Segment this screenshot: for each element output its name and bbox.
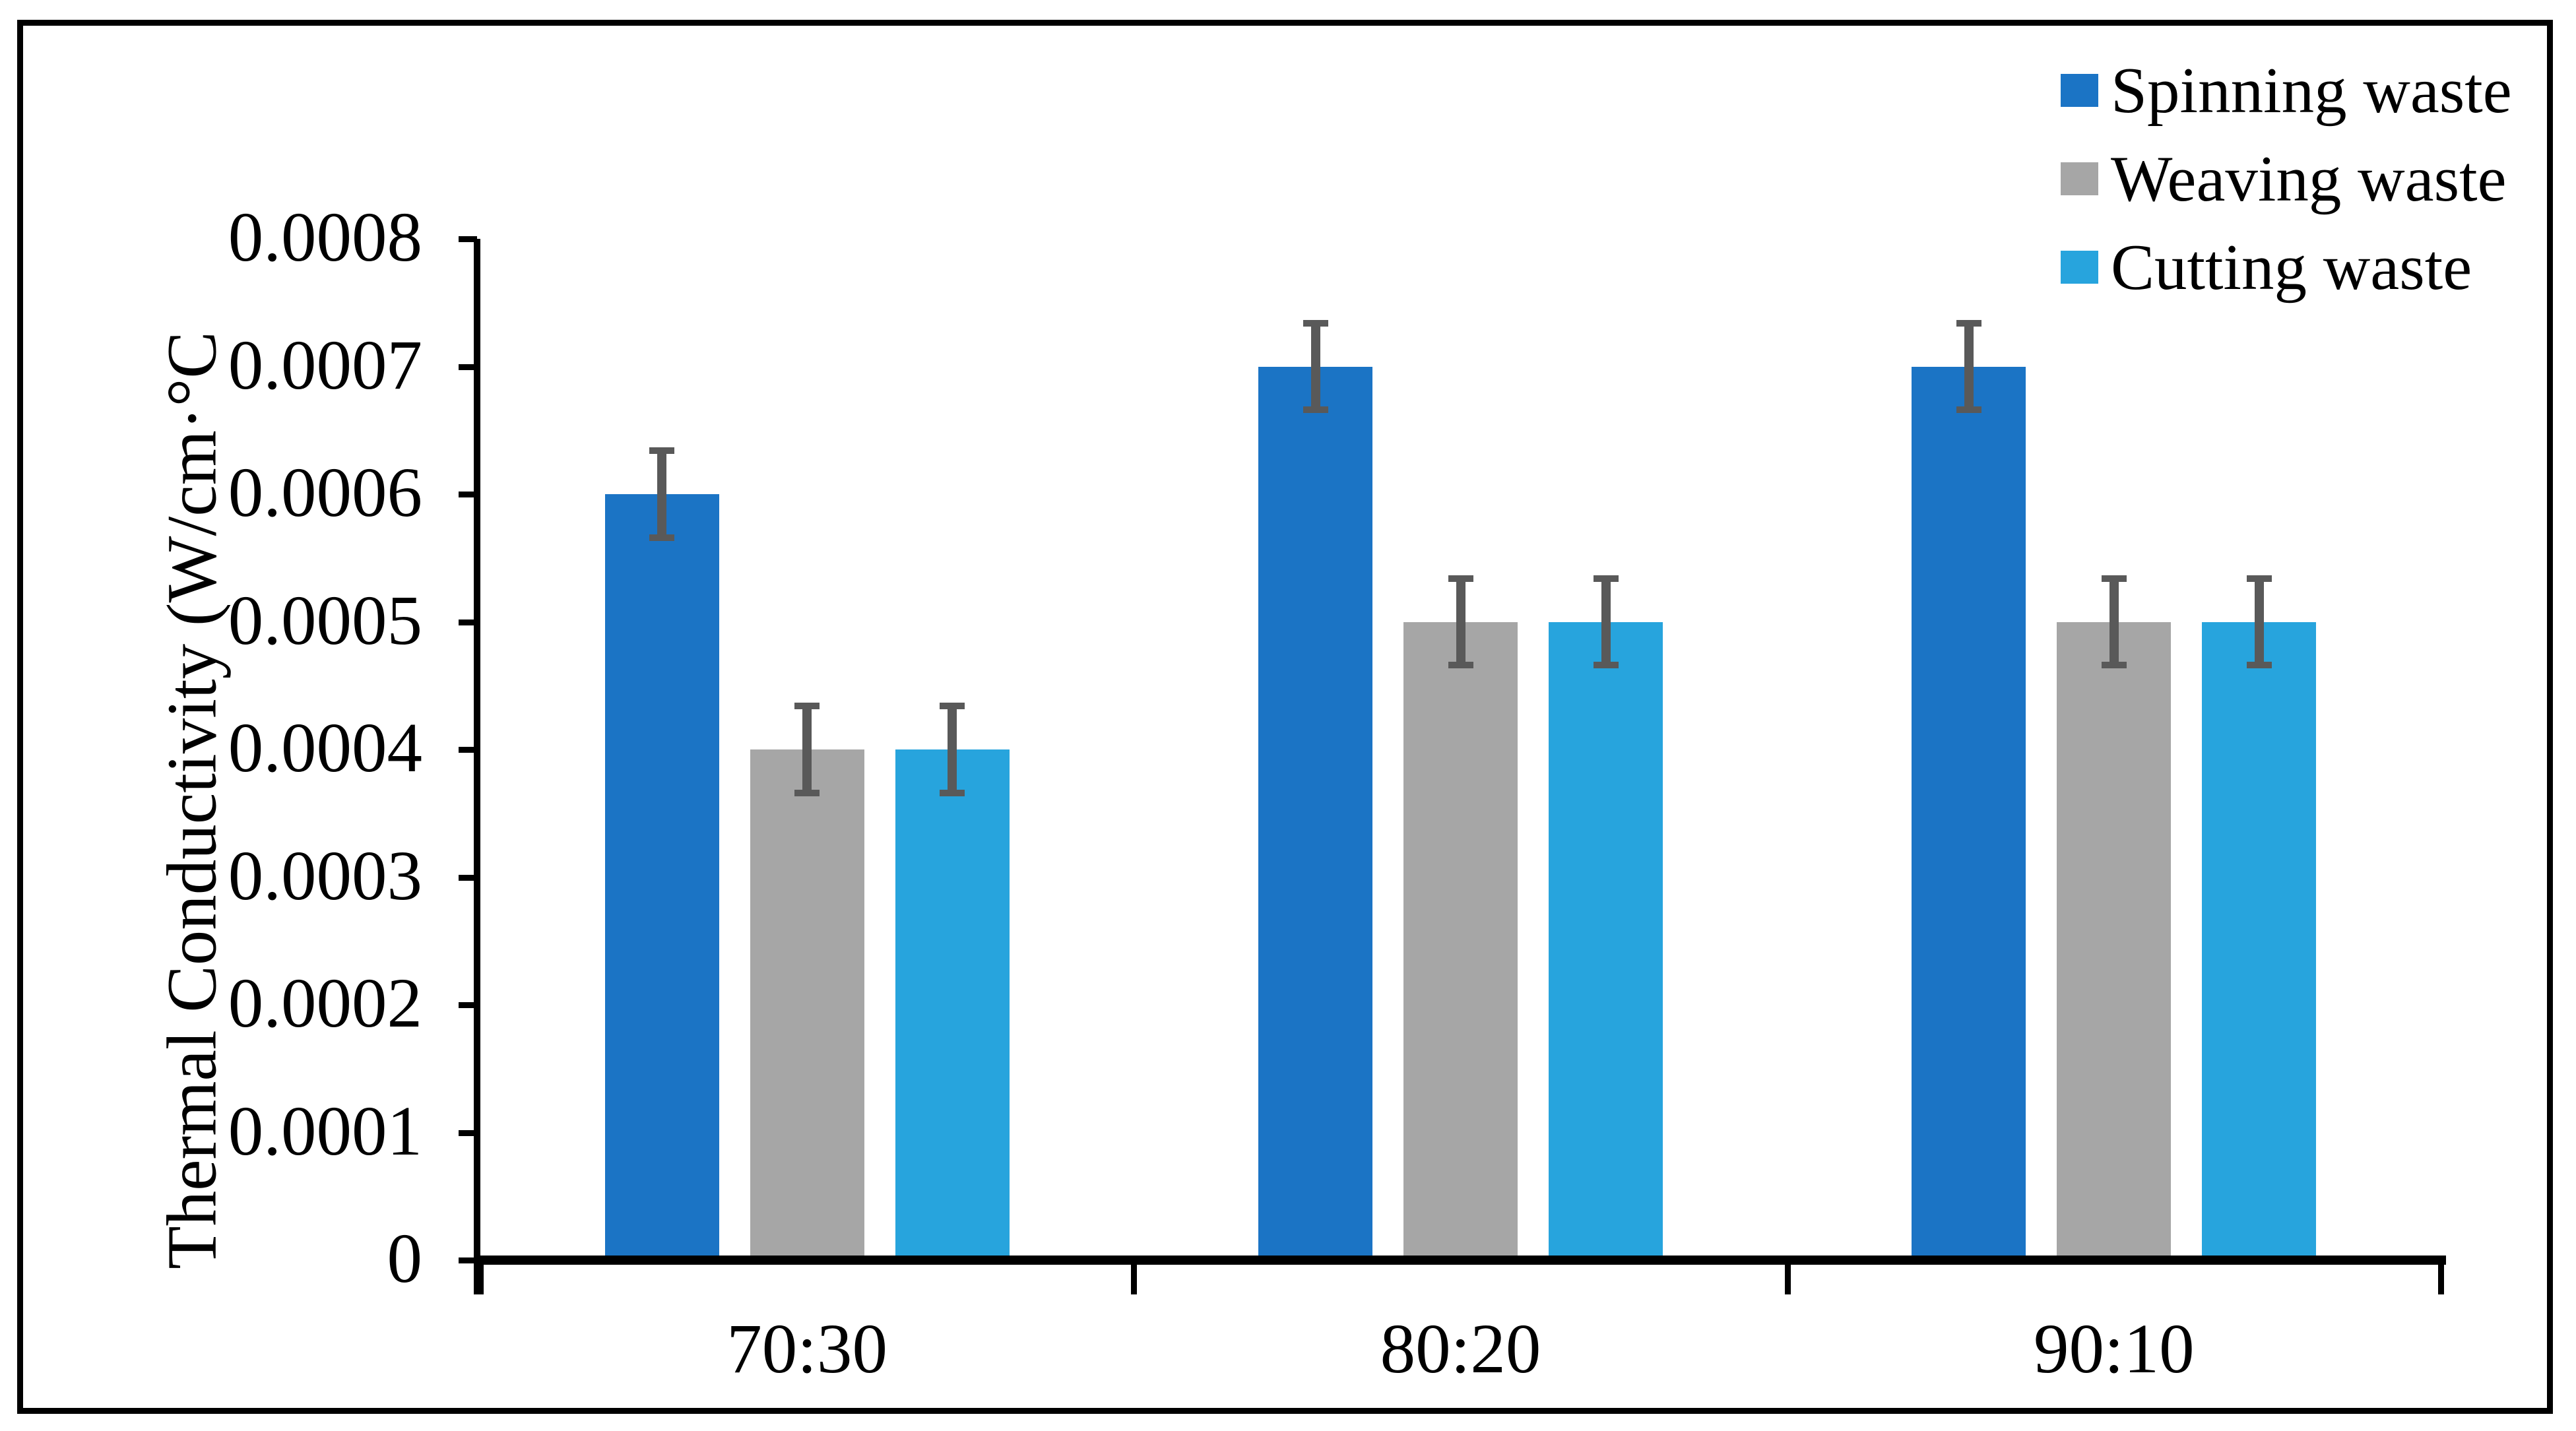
y-axis-tick bbox=[459, 236, 477, 242]
bar-cutting-waste-70:30 bbox=[895, 749, 1010, 1260]
legend-label: Cutting waste bbox=[2111, 231, 2472, 303]
bar-weaving-waste-70:30 bbox=[750, 749, 864, 1260]
legend-swatch-weaving-waste-icon bbox=[2061, 162, 2098, 195]
error-bar-cap bbox=[649, 534, 675, 541]
y-tick-label: 0 bbox=[387, 1220, 423, 1298]
y-axis-tick bbox=[459, 364, 477, 370]
error-bar-cap bbox=[1303, 406, 1328, 414]
x-category-label: 80:20 bbox=[1380, 1310, 1541, 1388]
error-bar bbox=[2109, 578, 2119, 666]
y-tick-label: 0.0008 bbox=[228, 199, 422, 276]
x-category-label: 70:30 bbox=[726, 1310, 888, 1388]
error-bar-cap bbox=[940, 703, 965, 710]
legend-item-weaving-waste: Weaving waste bbox=[2061, 135, 2512, 223]
error-bar bbox=[657, 451, 667, 538]
bar-weaving-waste-80:20 bbox=[1403, 621, 1518, 1260]
x-axis-line bbox=[474, 1256, 2446, 1265]
y-axis-tick bbox=[459, 619, 477, 625]
x-axis-tick bbox=[478, 1265, 484, 1294]
error-bar-cap bbox=[2246, 575, 2272, 582]
error-bar bbox=[1601, 578, 1611, 666]
bar-spinning-waste-70:30 bbox=[604, 494, 719, 1260]
figure-border bbox=[17, 20, 2553, 1414]
y-axis-tick bbox=[459, 1257, 477, 1263]
y-axis-tick bbox=[459, 747, 477, 753]
error-bar bbox=[1964, 323, 1974, 410]
y-tick-label: 0.0005 bbox=[228, 581, 422, 660]
bar-weaving-waste-90:10 bbox=[2057, 621, 2172, 1260]
legend-label: Spinning waste bbox=[2111, 54, 2512, 127]
error-bar-cap bbox=[940, 789, 965, 796]
y-axis-tick bbox=[459, 492, 477, 497]
legend-swatch-spinning-waste-icon bbox=[2061, 74, 2098, 107]
error-bar-cap bbox=[2101, 575, 2127, 582]
error-bar bbox=[2254, 578, 2264, 666]
error-bar-cap bbox=[1448, 575, 1473, 582]
error-bar-cap bbox=[1956, 319, 1981, 327]
y-tick-label: 0.0002 bbox=[228, 965, 422, 1042]
y-tick-label: 0.0003 bbox=[228, 837, 422, 915]
y-tick-label: 0.0007 bbox=[228, 326, 422, 404]
bar-cutting-waste-90:10 bbox=[2202, 621, 2317, 1260]
y-axis-tick bbox=[459, 1129, 477, 1136]
error-bar-cap bbox=[2101, 662, 2127, 669]
y-axis-tick bbox=[459, 1002, 477, 1008]
bar-spinning-waste-90:10 bbox=[1912, 366, 2026, 1260]
bar-spinning-waste-80:20 bbox=[1258, 366, 1372, 1260]
y-tick-label: 0.0006 bbox=[228, 454, 422, 532]
y-axis-line bbox=[474, 239, 480, 1294]
legend: Spinning waste Weaving waste Cutting was… bbox=[2061, 46, 2512, 311]
error-bar-cap bbox=[2246, 662, 2272, 669]
error-bar-cap bbox=[794, 703, 820, 710]
legend-label: Weaving waste bbox=[2111, 143, 2507, 215]
error-bar bbox=[802, 706, 812, 793]
error-bar-cap bbox=[1593, 662, 1619, 669]
error-bar bbox=[1310, 323, 1320, 410]
error-bar-cap bbox=[1303, 319, 1328, 327]
error-bar-cap bbox=[1956, 406, 1981, 414]
x-axis-tick bbox=[2438, 1265, 2444, 1294]
x-axis-tick bbox=[1131, 1265, 1138, 1294]
error-bar-cap bbox=[794, 789, 820, 796]
error-bar-cap bbox=[1593, 575, 1619, 582]
error-bar bbox=[1456, 578, 1465, 666]
bar-cutting-waste-80:20 bbox=[1549, 621, 1663, 1260]
legend-swatch-cutting-waste-icon bbox=[2061, 251, 2098, 284]
error-bar bbox=[948, 706, 957, 793]
error-bar-cap bbox=[649, 447, 675, 455]
x-axis-tick bbox=[1784, 1265, 1791, 1294]
legend-item-cutting-waste: Cutting waste bbox=[2061, 223, 2512, 311]
x-category-label: 90:10 bbox=[2033, 1310, 2195, 1388]
error-bar-cap bbox=[1448, 662, 1473, 669]
y-tick-label: 0.0001 bbox=[228, 1092, 422, 1170]
y-axis-tick bbox=[459, 874, 477, 881]
legend-item-spinning-waste: Spinning waste bbox=[2061, 46, 2512, 135]
y-tick-label: 0.0004 bbox=[228, 709, 422, 787]
